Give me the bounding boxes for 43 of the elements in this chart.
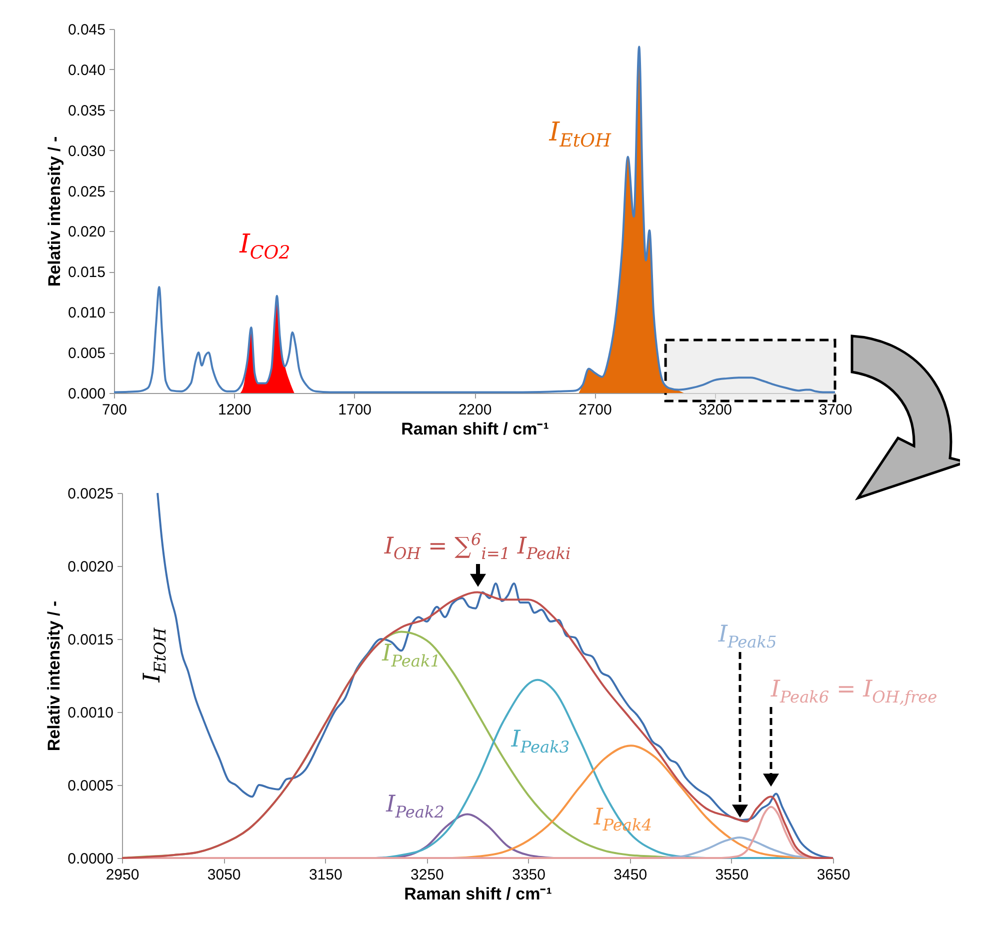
y-tick-label: 0.000: [68, 386, 106, 402]
series-label: I$_{Peak3}$: [511, 726, 570, 756]
x-tick-label: 3150: [308, 866, 342, 884]
y-tick-label: 0.040: [68, 62, 106, 79]
y-tick-label: 0.005: [68, 345, 106, 362]
x-tick-label: 3350: [512, 866, 546, 884]
x-tick-label: 2200: [458, 402, 492, 418]
x-tick-label: 3050: [207, 866, 241, 884]
series-label: I$_{EtOH}$: [549, 117, 611, 152]
x-tick-label: 2950: [106, 866, 140, 884]
y-axis-title: Relativ intensity / -: [44, 600, 64, 752]
y-tick-label: 0.015: [68, 264, 106, 282]
x-tick-label: 3550: [715, 866, 749, 884]
x-tick-label: 3700: [818, 402, 852, 418]
y-tick-label: 0.045: [68, 22, 106, 38]
x-tick-label: 1200: [218, 402, 252, 418]
series-label: I$_{OH}$ = ∑$^{6}$$_{i=1}$ I$_{Peaki}$: [384, 530, 571, 564]
y-tick-label: 0.0015: [68, 632, 114, 648]
y-tick-label: 0.030: [68, 142, 106, 160]
x-tick-label: 1700: [338, 402, 372, 418]
series-label: I$_{Peak1}$: [382, 640, 440, 670]
text: I$_{Peak5}$: [718, 621, 777, 651]
series-label: I$_{Peak2}$: [386, 792, 444, 822]
y-tick-label: 0.010: [68, 304, 106, 322]
x-tick-label: 3450: [614, 866, 648, 884]
x-tick-label: 700: [102, 402, 128, 418]
y-axis-title: Relativ intensity / -: [44, 136, 64, 287]
y-tick-label: 0.0025: [68, 486, 114, 502]
y-tick-label: 0.025: [68, 183, 106, 200]
x-tick-label: 3250: [410, 866, 444, 884]
series-label: I$_{CO2}$: [240, 229, 290, 264]
y-tick-label: 0.0005: [68, 778, 114, 794]
y-tick-label: 0.0020: [68, 558, 114, 576]
x-axis-title: Raman shift / cm⁻¹: [401, 420, 550, 438]
x-tick-label: 3650: [816, 866, 850, 884]
y-tick-label: 0.035: [68, 102, 106, 120]
y-tick-label: 0.020: [68, 224, 106, 241]
y-tick-label: 0.0000: [68, 850, 114, 868]
x-axis-title: Raman shift / cm⁻¹: [404, 884, 552, 904]
text: I$_{Peak6}$ = I$_{OH,free}$: [770, 676, 938, 706]
x-tick-label: 3200: [698, 402, 732, 418]
y-tick-label: 0.0010: [68, 704, 114, 722]
x-tick-label: 2700: [578, 402, 612, 418]
